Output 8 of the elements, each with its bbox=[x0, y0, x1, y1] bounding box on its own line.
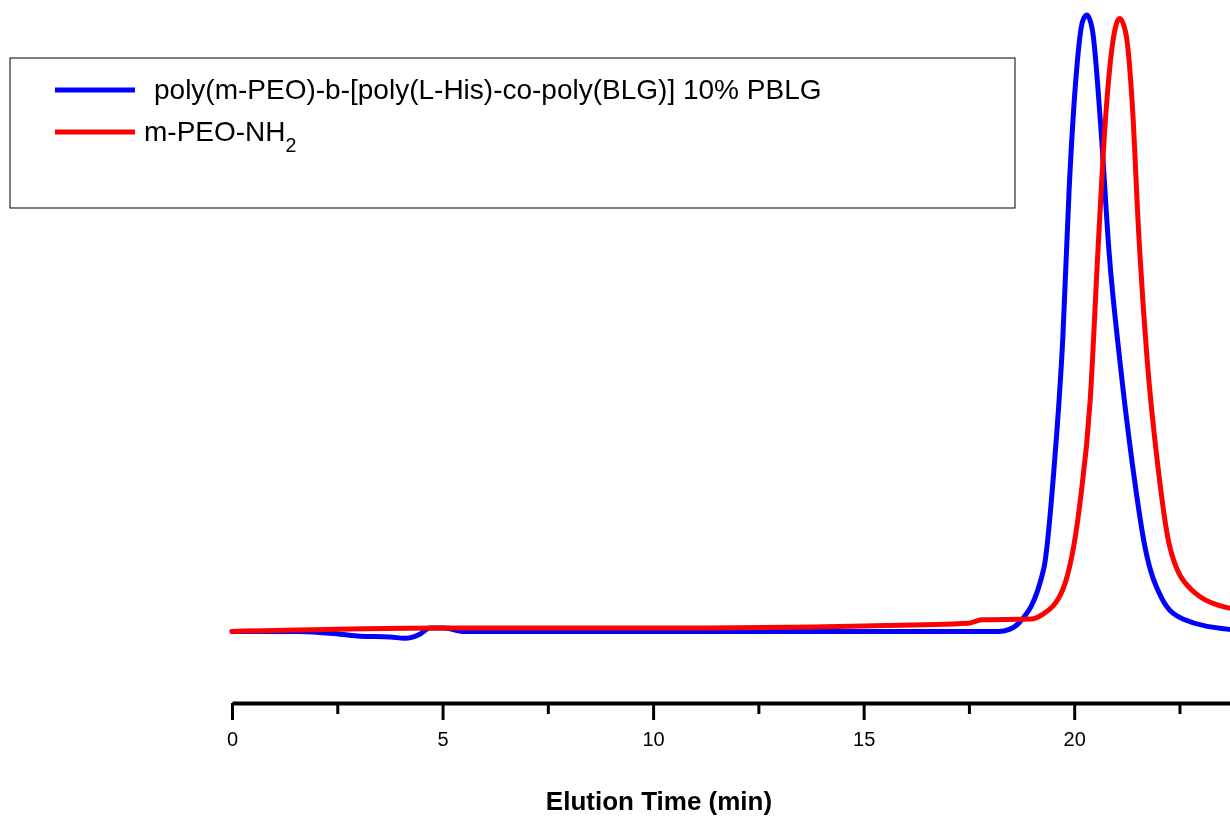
x-tick-label: 0 bbox=[226, 728, 239, 750]
legend-label: m-PEO-NH$_{2}$ bbox=[144, 116, 297, 156]
x-tick-label: 20 bbox=[1063, 728, 1086, 750]
x-axis-title: Elution Time (min) bbox=[545, 786, 773, 816]
legend-label: poly(m-PEO)-b-[poly(L-His)-co-poly(BLG)] 10% PBLG bbox=[154, 74, 822, 105]
x-tick-label: 5 bbox=[437, 728, 449, 750]
x-tick-label: 10 bbox=[642, 728, 665, 750]
x-tick-label: 15 bbox=[853, 728, 876, 750]
